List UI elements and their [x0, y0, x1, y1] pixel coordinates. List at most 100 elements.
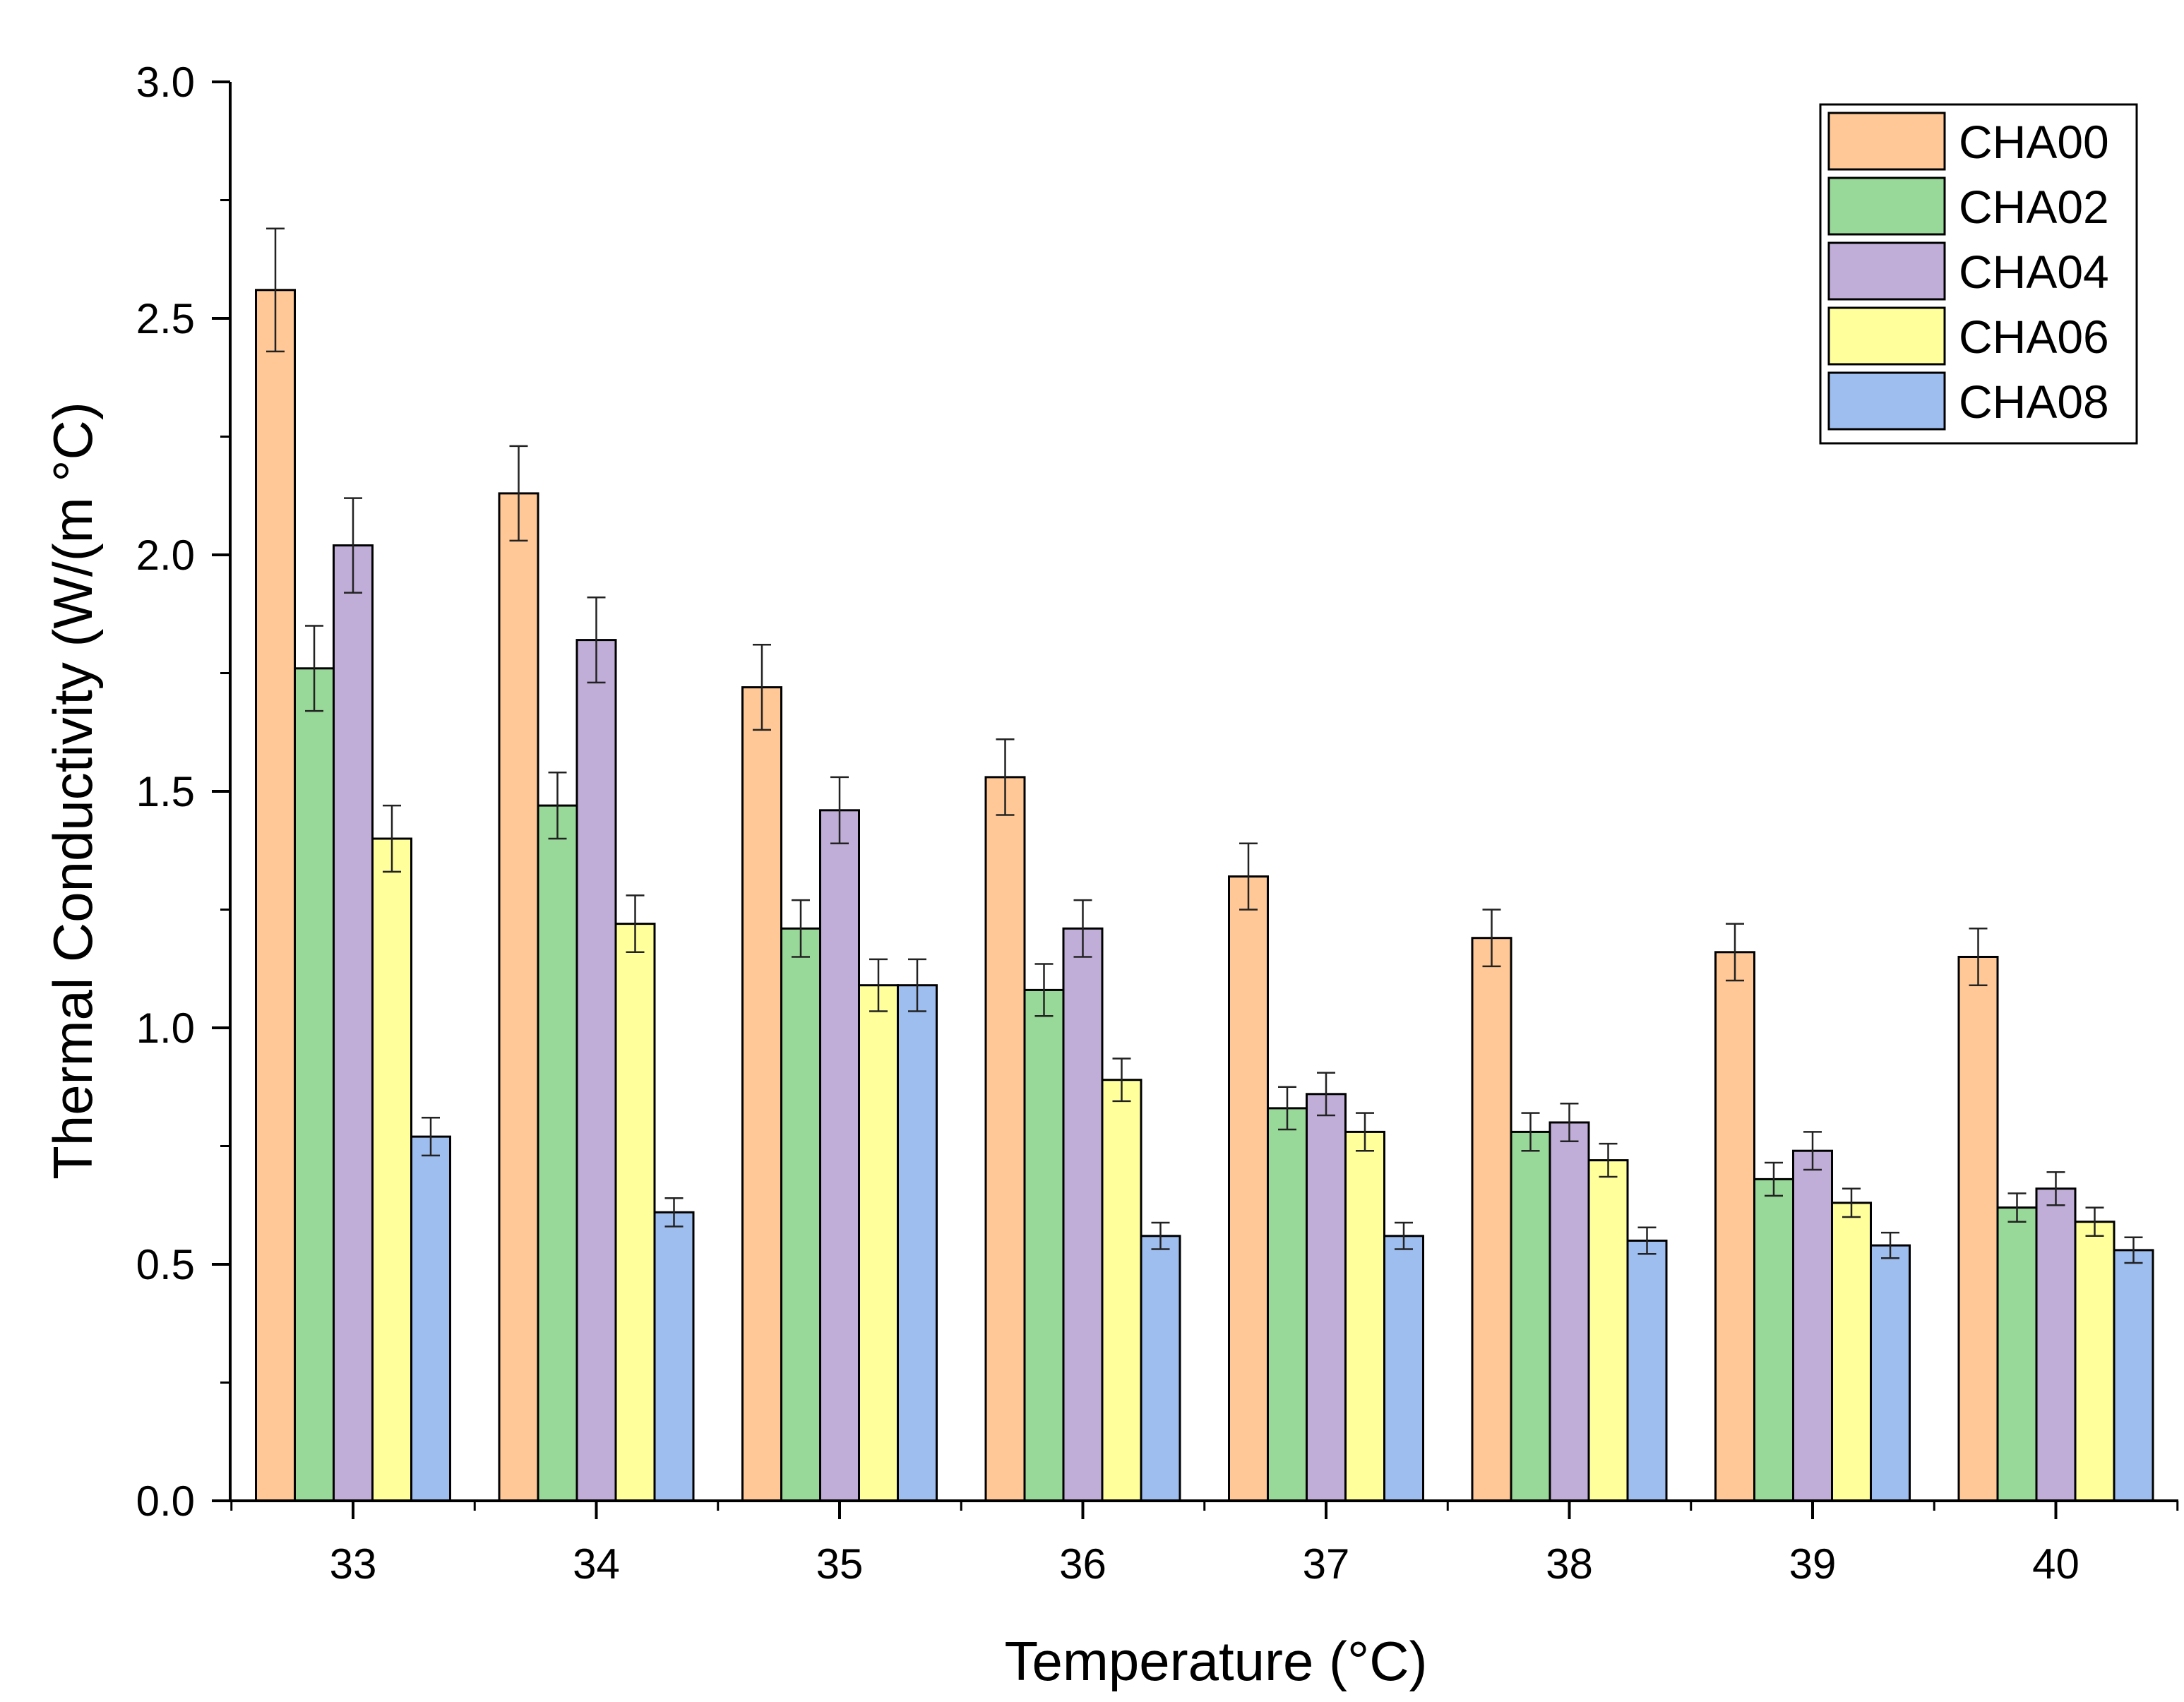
error-bar-cha06-35 — [869, 958, 888, 1012]
error-bar-cha00-38 — [1482, 909, 1501, 968]
error-bar-cha04-34 — [587, 597, 606, 684]
y-tick-label: 0.0 — [136, 1478, 195, 1525]
error-bar-cha00-36 — [996, 738, 1015, 816]
bar-cha06-36 — [1101, 1079, 1142, 1502]
error-bar-cha06-40 — [2085, 1206, 2104, 1237]
error-bar-cha04-38 — [1560, 1102, 1579, 1143]
bar-cha00-37 — [1228, 875, 1269, 1502]
error-bar-cha06-36 — [1112, 1057, 1131, 1103]
bar-cha04-36 — [1062, 927, 1104, 1502]
error-bar-cha00-34 — [509, 445, 528, 542]
bar-cha08-39 — [1870, 1244, 1911, 1502]
error-bar-cha06-33 — [383, 804, 401, 873]
bar-cha06-35 — [858, 984, 899, 1502]
error-bar-cha04-35 — [830, 776, 849, 844]
error-bar-cha02-39 — [1765, 1161, 1783, 1197]
error-bar-cha08-33 — [422, 1117, 440, 1157]
error-bar-cha04-39 — [1803, 1131, 1822, 1171]
error-bar-cha02-40 — [2007, 1192, 2027, 1223]
error-bar-cha00-35 — [753, 644, 771, 731]
error-bar-cha08-38 — [1637, 1226, 1657, 1255]
bar-cha04-38 — [1549, 1121, 1590, 1502]
bar-cha06-38 — [1587, 1159, 1629, 1502]
bar-cha08-40 — [2113, 1249, 2154, 1502]
bar-cha06-37 — [1344, 1130, 1385, 1502]
x-tick-label: 38 — [1546, 1540, 1593, 1588]
bar-cha08-33 — [410, 1135, 451, 1502]
bar-cha04-39 — [1792, 1149, 1833, 1502]
bar-cha00-33 — [255, 289, 296, 1502]
legend-swatch-cha02 — [1827, 176, 1946, 236]
error-bar-cha02-36 — [1034, 963, 1054, 1017]
bar-cha06-33 — [371, 837, 412, 1502]
axes-layer: 0.0 0.5 1.0 1.5 2.0 2.5 3.0 33 34 35 36 37 38 39 40 — [136, 59, 2179, 1588]
error-bar-cha04-33 — [344, 497, 362, 594]
y-tick-label: 2.0 — [136, 532, 195, 579]
y-tick-label: 3.0 — [136, 59, 195, 106]
legend-swatch-cha06 — [1827, 306, 1946, 366]
error-bar-cha08-34 — [664, 1197, 684, 1228]
x-tick-label: 37 — [1303, 1540, 1350, 1588]
bar-cha04-40 — [2035, 1187, 2077, 1502]
bar-cha00-34 — [498, 492, 539, 1502]
bar-cha04-37 — [1306, 1093, 1347, 1502]
legend-label-cha06: CHA06 — [1959, 311, 2109, 363]
x-tick-label: 40 — [2032, 1540, 2079, 1588]
error-bar-cha00-39 — [1726, 923, 1744, 982]
x-tick-label: 35 — [816, 1540, 864, 1588]
bar-cha06-40 — [2074, 1221, 2116, 1502]
error-bar-cha06-39 — [1842, 1187, 1861, 1218]
bar-cha08-38 — [1626, 1240, 1668, 1502]
error-bar-cha08-39 — [1881, 1231, 1899, 1259]
legend-swatch-cha08 — [1827, 371, 1946, 431]
error-bar-cha02-37 — [1278, 1086, 1296, 1131]
y-tick-label: 1.0 — [136, 1005, 195, 1052]
error-bar-cha02-35 — [792, 899, 810, 958]
bar-cha06-34 — [614, 923, 656, 1502]
bar-cha00-39 — [1714, 951, 1755, 1502]
x-tick-label: 33 — [330, 1540, 377, 1588]
legend-swatch-cha00 — [1827, 112, 1946, 171]
bar-cha02-35 — [780, 927, 821, 1502]
bar-cha06-39 — [1831, 1201, 1872, 1502]
legend-swatch-cha04 — [1827, 241, 1946, 301]
y-axis-title: Thermal Conductivity (W/(m °C) — [42, 402, 104, 1180]
error-bar-cha06-34 — [626, 894, 645, 954]
error-bar-cha04-40 — [2046, 1171, 2065, 1206]
error-bar-cha02-38 — [1521, 1112, 1540, 1152]
bar-cha04-33 — [333, 544, 374, 1502]
error-bar-cha00-37 — [1239, 842, 1258, 911]
y-tick-label: 1.5 — [136, 768, 195, 815]
legend: CHA00 CHA02 CHA04 CHA06 CHA08 — [1819, 103, 2138, 445]
y-tick-label: 2.5 — [136, 295, 195, 342]
legend-label-cha00: CHA00 — [1959, 116, 2109, 168]
error-bar-cha06-37 — [1356, 1112, 1374, 1152]
bar-cha04-34 — [575, 639, 617, 1502]
x-axis-title: Temperature (°C) — [1004, 1630, 1427, 1692]
bar-cha00-38 — [1471, 937, 1512, 1502]
legend-label-cha08: CHA08 — [1959, 376, 2109, 428]
x-tick-label: 36 — [1059, 1540, 1106, 1588]
bar-cha02-38 — [1510, 1130, 1551, 1502]
error-bar-cha06-38 — [1599, 1142, 1618, 1178]
error-bar-cha04-36 — [1073, 899, 1092, 958]
bar-cha02-34 — [537, 804, 578, 1502]
bar-cha00-35 — [741, 686, 782, 1502]
bar-cha08-34 — [653, 1211, 695, 1502]
bar-cha02-36 — [1023, 988, 1065, 1502]
error-bar-cha02-33 — [305, 625, 323, 712]
bar-cha04-35 — [819, 809, 860, 1502]
error-bar-cha08-37 — [1395, 1221, 1413, 1250]
bar-cha00-40 — [1957, 956, 1999, 1502]
error-bar-cha02-34 — [548, 771, 567, 840]
bar-cha08-37 — [1383, 1235, 1424, 1502]
error-bar-cha08-36 — [1151, 1221, 1170, 1250]
error-bar-cha04-37 — [1317, 1072, 1335, 1117]
bar-cha02-39 — [1753, 1177, 1794, 1502]
x-tick-label: 34 — [573, 1540, 620, 1588]
error-bar-cha00-40 — [1969, 928, 1988, 986]
bars-layer — [255, 227, 2154, 1502]
x-tick-label: 39 — [1789, 1540, 1837, 1588]
